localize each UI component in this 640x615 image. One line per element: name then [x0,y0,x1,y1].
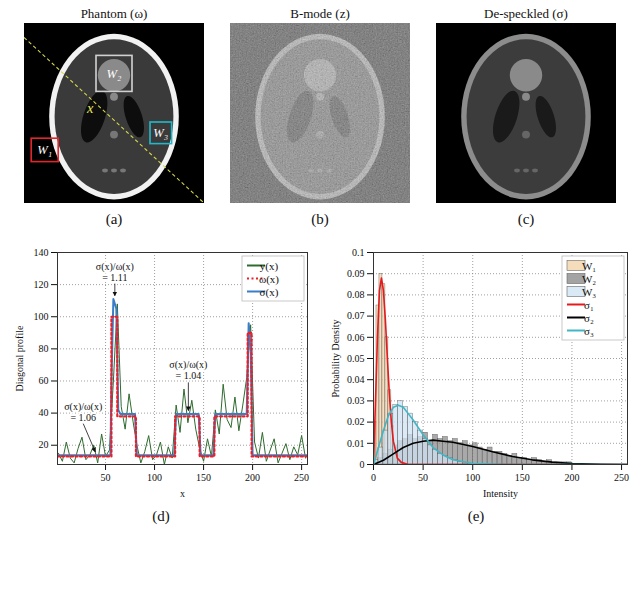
svg-text:Probability Density: Probability Density [330,319,341,397]
svg-text:σ₁: σ₁ [584,299,594,311]
html-text:Phantom (ω): Phantom (ω) [80,6,148,21]
svg-text:100: 100 [465,472,480,483]
svg-text:ω(x): ω(x) [259,273,279,286]
svg-text:60: 60 [39,375,49,386]
svg-text:= 1.11: = 1.11 [102,272,127,283]
svg-text:σ(x)/ω(x): σ(x)/ω(x) [169,359,208,371]
svg-text:σ(x): σ(x) [260,286,279,299]
svg-text:0.1: 0.1 [352,247,365,258]
svg-text:250: 250 [294,472,309,483]
svg-text:150: 150 [196,472,211,483]
html-text:(b): (b) [311,211,329,227]
svg-text:Intensity: Intensity [483,488,518,499]
svg-text:200: 200 [564,472,579,483]
html-text:(d): (d) [152,508,170,524]
svg-text:0.04: 0.04 [347,374,365,385]
svg-text:0: 0 [371,472,376,483]
svg-text:W₃: W₃ [582,286,596,298]
svg-text:0.08: 0.08 [347,289,365,300]
svg-text:= 1.06: = 1.06 [70,412,96,423]
svg-text:0.05: 0.05 [347,353,365,364]
svg-text:0.06: 0.06 [347,332,365,343]
svg-text:150: 150 [515,472,530,483]
html-text:(a): (a) [105,211,123,227]
svg-text:250: 250 [614,472,629,483]
svg-text:0.01: 0.01 [347,438,365,449]
svg-text:W₂: W₂ [107,67,122,81]
svg-text:100: 100 [147,472,162,483]
svg-text:x: x [86,100,94,116]
svg-text:= 1.04: = 1.04 [176,370,202,381]
svg-text:W₁: W₁ [37,143,52,157]
svg-text:0.07: 0.07 [347,310,365,321]
svg-text:100: 100 [34,311,49,322]
html-text:(e): (e) [467,508,485,524]
html-text:(c): (c) [517,211,535,227]
html-text:De-speckled (σ): De-speckled (σ) [484,6,568,21]
svg-text:σ₂: σ₂ [584,312,594,324]
svg-text:0: 0 [360,459,365,470]
svg-text:50: 50 [418,472,428,483]
svg-text:W₂: W₂ [582,273,596,285]
svg-text:40: 40 [39,407,49,418]
svg-text:W₃: W₃ [153,126,168,140]
svg-text:σ(x)/ω(x): σ(x)/ω(x) [64,400,103,412]
svg-text:20: 20 [39,439,49,450]
svg-text:80: 80 [39,343,49,354]
svg-text:0.09: 0.09 [347,268,365,279]
svg-text:50: 50 [101,472,111,483]
svg-text:W₁: W₁ [582,260,596,272]
svg-text:0.02: 0.02 [347,416,365,427]
svg-text:140: 140 [34,247,49,258]
svg-text:Diagonal profile: Diagonal profile [14,325,25,391]
svg-text:0.03: 0.03 [347,395,365,406]
svg-text:120: 120 [34,279,49,290]
svg-text:σ₃: σ₃ [584,325,594,337]
svg-text:y(x): y(x) [260,260,279,273]
svg-text:x: x [180,488,185,499]
svg-text:200: 200 [245,472,260,483]
html-text:B-mode (z): B-mode (z) [290,6,350,21]
svg-text:σ(x)/ω(x): σ(x)/ω(x) [95,260,134,272]
